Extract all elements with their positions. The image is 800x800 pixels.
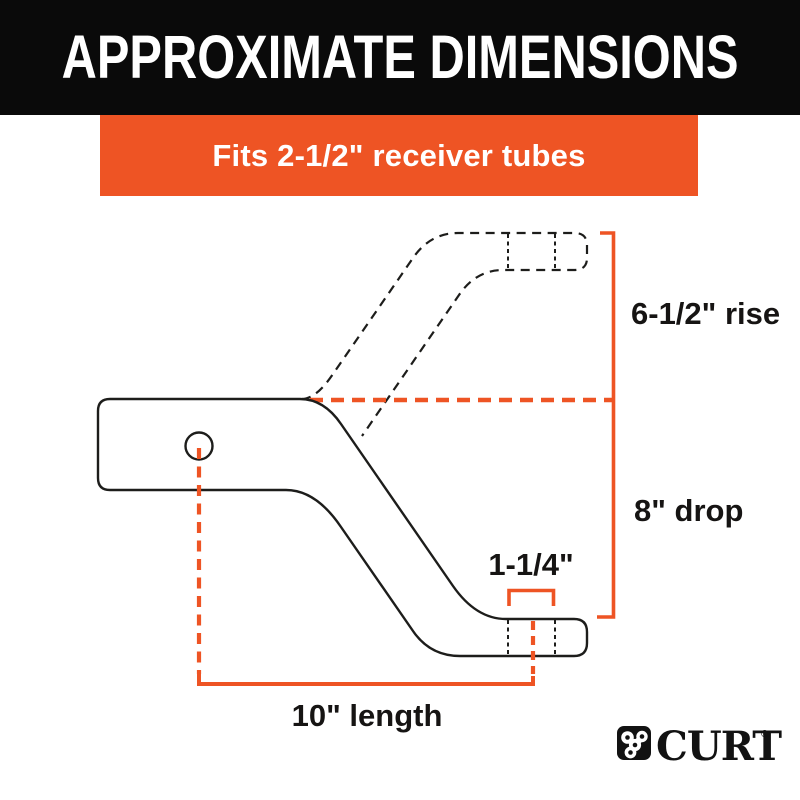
curt-logo: CURT ® — [617, 723, 783, 770]
receiver-size-text: Fits 2-1/2" receiver tubes — [212, 137, 586, 173]
ball-width-bracket — [507, 588, 556, 606]
page-title: APPROXIMATE DIMENSIONS — [61, 23, 739, 91]
trademark-symbol: ® — [761, 729, 769, 740]
curt-wordmark: CURT — [656, 723, 782, 770]
rise-position-dashed-outline — [301, 231, 589, 437]
drop-label: 8" drop — [634, 493, 743, 528]
ball-mount-solid-outline — [96, 397, 589, 658]
length-dimension-line — [197, 673, 535, 686]
curt-logo-icon — [617, 726, 651, 760]
length-label: 10" length — [292, 698, 443, 733]
rise-label: 6-1/2" rise — [631, 296, 780, 331]
rise-drop-dimension-bracket — [597, 231, 616, 619]
header-bar: APPROXIMATE DIMENSIONS — [0, 0, 800, 115]
receiver-size-banner: Fits 2-1/2" receiver tubes — [100, 115, 698, 196]
hitch-pin-hole — [184, 431, 214, 461]
ball-width-label: 1-1/4" — [488, 547, 573, 582]
